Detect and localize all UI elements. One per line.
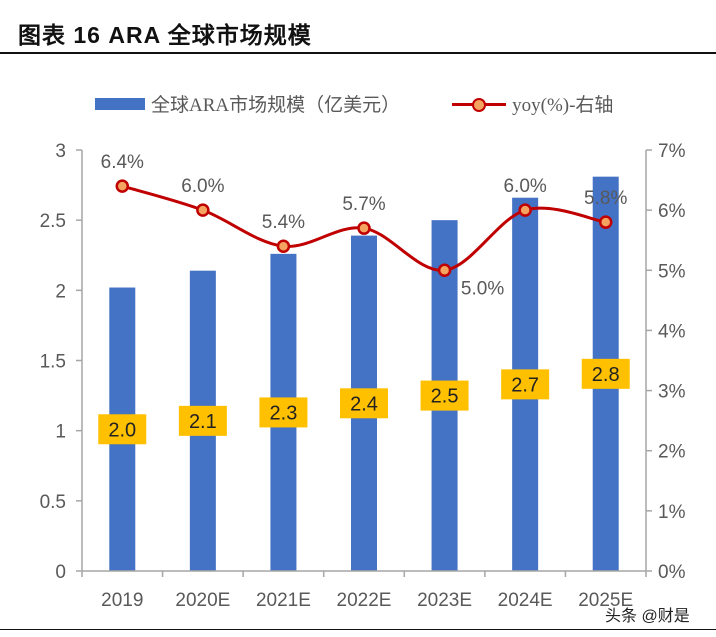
legend-bar-swatch bbox=[95, 97, 145, 110]
bottom-divider bbox=[0, 629, 716, 630]
legend-line-swatch bbox=[452, 97, 507, 112]
yoy-marker-2020E bbox=[196, 203, 210, 217]
bar-label-box bbox=[420, 380, 469, 411]
bar-value-label: 2.0 bbox=[108, 419, 136, 441]
yoy-value-label: 6.0% bbox=[181, 176, 224, 197]
yoy-value-label: 5.0% bbox=[461, 278, 504, 299]
chart-title: 图表 16 ARA 全球市场规模 bbox=[18, 22, 312, 48]
title-divider bbox=[0, 52, 716, 54]
yoy-value-label: 6.0% bbox=[503, 176, 546, 197]
right-tick-label: 5% bbox=[658, 261, 686, 282]
right-tick-label: 7% bbox=[658, 141, 686, 162]
yoy-value-label: 5.7% bbox=[342, 194, 385, 215]
left-tick-label: 1.5 bbox=[40, 352, 66, 373]
left-tick-label: 0 bbox=[55, 562, 66, 583]
x-tick-label: 2023E bbox=[417, 590, 472, 611]
bar-value-label: 2.5 bbox=[431, 386, 459, 408]
bar-label-box bbox=[178, 405, 227, 436]
bar-label-box bbox=[98, 414, 147, 445]
yoy-value-label: 5.8% bbox=[584, 188, 627, 209]
x-tick-label: 2024E bbox=[498, 590, 553, 611]
bar-label-box bbox=[340, 388, 388, 419]
yoy-marker-2024E bbox=[518, 203, 532, 217]
bar-value-label: 2.3 bbox=[270, 402, 298, 424]
bar-value-label: 2.7 bbox=[511, 374, 539, 396]
legend: 全球ARA市场规模（亿美元） yoy(%)-右轴 bbox=[95, 90, 613, 117]
left-tick-label: 2 bbox=[55, 281, 66, 302]
bar-label-box bbox=[581, 358, 630, 389]
right-tick-label: 1% bbox=[658, 502, 686, 523]
bar-value-label: 2.4 bbox=[350, 393, 378, 415]
right-tick-label: 3% bbox=[658, 382, 686, 403]
yoy-marker-2019 bbox=[115, 179, 130, 193]
left-tick-label: 0.5 bbox=[40, 492, 66, 513]
x-tick-label: 2021E bbox=[256, 590, 311, 611]
yoy-value-label: 6.4% bbox=[101, 152, 144, 173]
right-tick-label: 4% bbox=[658, 321, 686, 342]
right-tick-label: 6% bbox=[658, 201, 686, 222]
bar-value-label: 2.1 bbox=[189, 411, 217, 433]
left-tick-label: 2.5 bbox=[40, 211, 66, 232]
bar-label-box bbox=[501, 369, 550, 400]
x-tick-label: 2022E bbox=[337, 590, 392, 611]
x-tick-label: 2019 bbox=[101, 590, 143, 611]
bar-value-label: 2.8 bbox=[592, 364, 620, 386]
watermark: 头条 @财是 bbox=[605, 608, 690, 625]
left-tick-label: 1 bbox=[55, 422, 66, 443]
yoy-marker-2021E bbox=[276, 239, 291, 253]
yoy-marker-2025E bbox=[598, 215, 613, 229]
x-tick-label: 2020E bbox=[175, 590, 230, 611]
legend-line-label: yoy(%)-右轴 bbox=[512, 95, 614, 116]
right-tick-label: 2% bbox=[658, 442, 686, 463]
yoy-marker-2022E bbox=[357, 221, 371, 235]
legend-bar-label: 全球ARA市场规模（亿美元） bbox=[151, 95, 401, 116]
bar-label-box bbox=[259, 397, 308, 428]
left-tick-label: 3 bbox=[55, 141, 66, 162]
right-tick-label: 0% bbox=[658, 562, 686, 583]
yoy-marker-2023E bbox=[437, 263, 452, 278]
yoy-value-label: 5.4% bbox=[262, 212, 305, 233]
x-tick-label: 2025E bbox=[578, 590, 633, 611]
